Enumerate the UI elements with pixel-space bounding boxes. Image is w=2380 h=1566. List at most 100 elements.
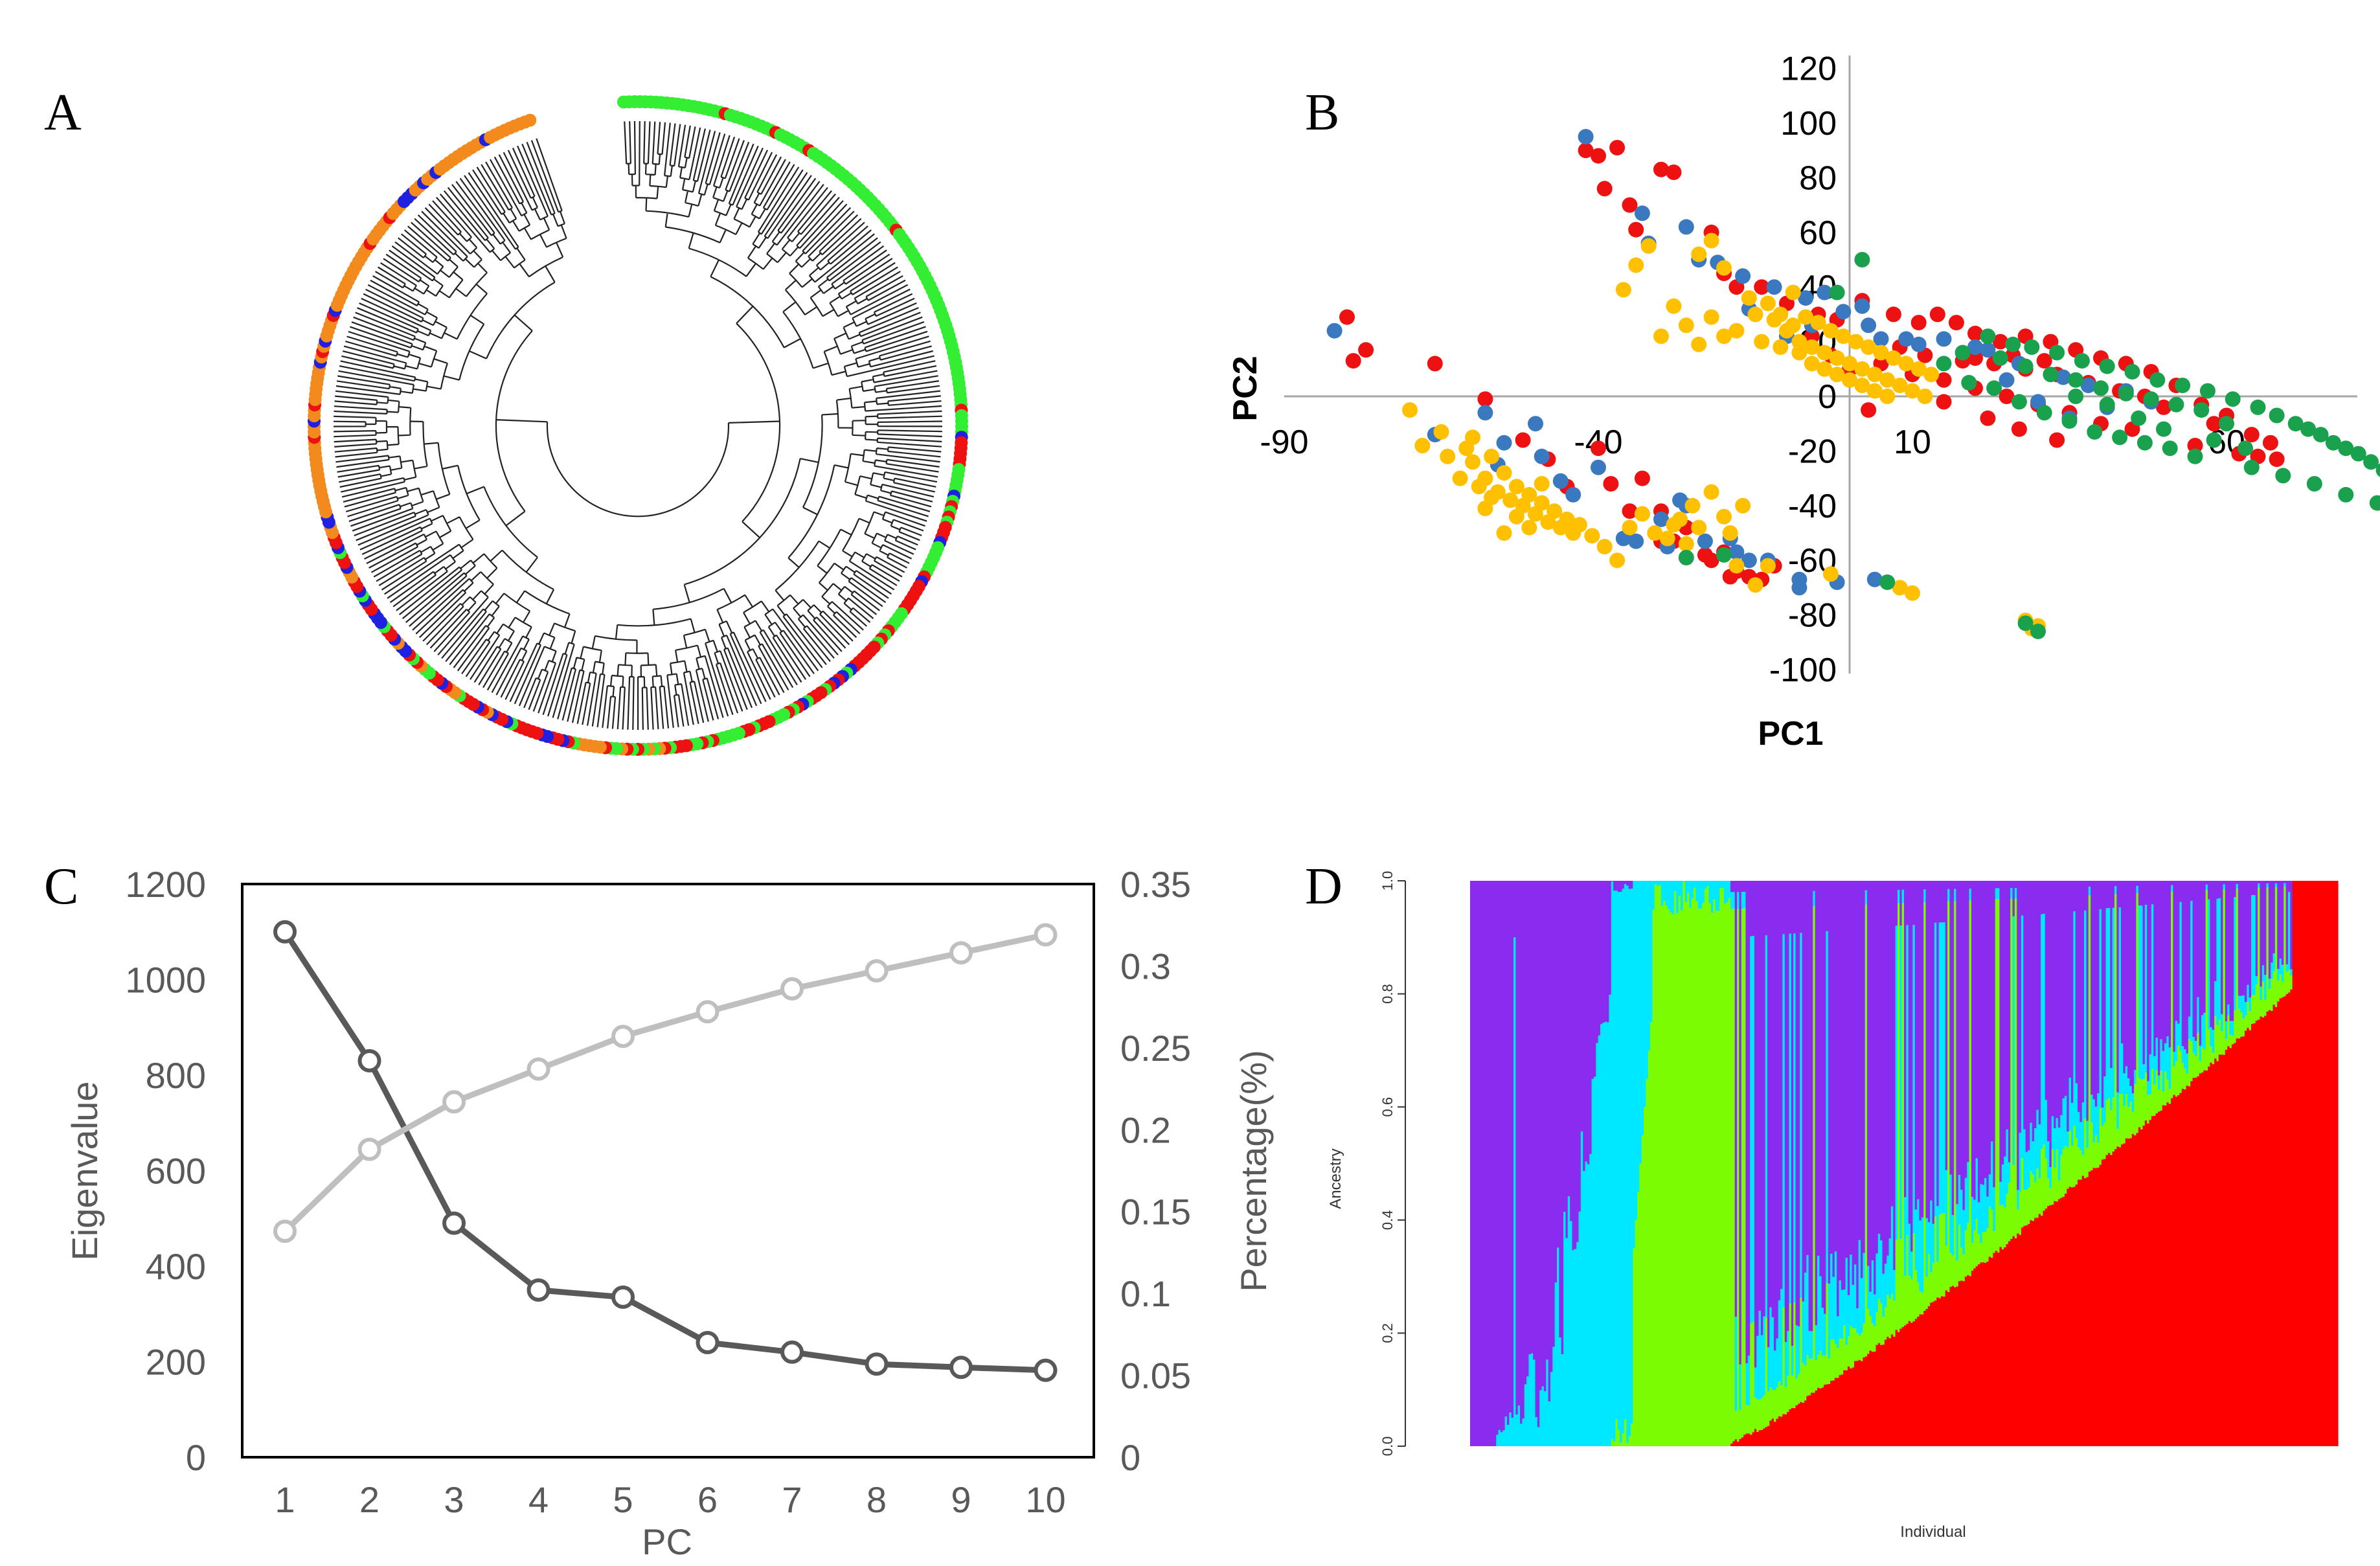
scatter-point-green [2175, 378, 2191, 394]
ancestry-bar-segment [2327, 881, 2330, 1446]
ancestry-bar-segment [1739, 1364, 1742, 1410]
ancestry-bar-segment [1964, 1230, 1967, 1277]
scatter-point-yellow [1534, 476, 1550, 492]
scatter-point-red [2036, 353, 2052, 369]
ancestry-bar-segment [2199, 1045, 2202, 1061]
ancestry-bar-segment [1824, 1355, 1826, 1385]
ancestry-bar-segment [1633, 1248, 1636, 1446]
ancestry-bar-segment [1815, 1325, 1818, 1361]
ancestry-bar-segment [1853, 1361, 1857, 1446]
ancestry-bar-segment [1745, 1433, 1749, 1446]
ancestry-bar-segment [1808, 1358, 1811, 1396]
ancestry-y-tick-label: 0.4 [1379, 1210, 1396, 1231]
scatter-point-green [2187, 448, 2203, 464]
ancestry-bar-segment [1984, 1178, 1987, 1232]
ancestry-bar-segment [2091, 1122, 2094, 1170]
ancestry-bar-segment [2160, 881, 2163, 1039]
panel-a-label: A [44, 84, 82, 141]
line-chart-frame [241, 883, 1095, 1458]
ancestry-bar-segment [2057, 1180, 2061, 1199]
ancestry-bar-segment [2188, 1039, 2191, 1087]
ancestry-bar-segment [2184, 881, 2187, 1050]
scatter-point-yellow [1842, 372, 1857, 388]
ancestry-bar-segment [2107, 1098, 2111, 1153]
ancestry-bar-segment [2173, 881, 2176, 1052]
ancestry-bar-segment [2094, 1135, 2098, 1168]
ancestry-bar-segment [2144, 881, 2148, 905]
ancestry-bar-segment [1743, 892, 1747, 909]
ancestry-bar-segment [2151, 1069, 2154, 1117]
ancestry-bar-segment [1899, 925, 1903, 1240]
ancestry-bar-segment [2091, 1170, 2094, 1446]
ancestry-bar-segment [1815, 1390, 1818, 1446]
ancestry-bar-segment [2056, 1149, 2059, 1202]
ancestry-bar-segment [2240, 995, 2243, 1013]
line-chart-left-tick-label: 0 [186, 1437, 206, 1478]
ancestry-bar-segment [1574, 881, 1577, 1249]
ancestry-bar-segment [1765, 881, 1768, 936]
ancestry-bar-segment [2272, 971, 2276, 1005]
scatter-y-tick-label: 80 [1799, 159, 1837, 197]
ancestry-bar-segment [1858, 1240, 1861, 1336]
ancestry-bar-segment [1943, 922, 1946, 1214]
ancestry-bar-segment [2242, 881, 2245, 995]
ancestry-bar-segment [1663, 900, 1666, 1446]
scatter-point-red [1515, 432, 1531, 448]
ancestry-bar-segment [2155, 1070, 2159, 1113]
ancestry-bar-segment [1776, 1418, 1779, 1446]
ancestry-bar-segment [1832, 1277, 1835, 1340]
ancestry-bar-segment [1797, 1403, 1800, 1446]
panel-b-label: B [1305, 84, 1339, 141]
ancestry-bar-segment [1626, 1442, 1629, 1446]
ancestry-bar-segment [1554, 1282, 1558, 1446]
scatter-point-yellow [1496, 525, 1512, 541]
scatter-point-yellow [1703, 309, 1719, 325]
ancestry-bar-segment [2188, 1086, 2191, 1446]
ancestry-bar-segment [2006, 1243, 2009, 1446]
ancestry-bar-segment [2272, 953, 2276, 971]
ancestry-bar-segment [2001, 1164, 2004, 1205]
ancestry-bar-segment [1789, 881, 1792, 934]
scatter-point-yellow [1521, 486, 1537, 503]
ancestry-bar-segment [2227, 881, 2230, 1004]
ancestry-bar-segment [1954, 889, 1956, 902]
ancestry-bar-segment [1858, 1359, 1861, 1446]
ancestry-bar-segment [1943, 881, 1946, 923]
ancestry-bar-segment [2205, 1070, 2208, 1446]
ancestry-bar-segment [2155, 1113, 2159, 1446]
ancestry-bar-segment [1813, 891, 1816, 907]
ancestry-bar-segment [1940, 881, 1944, 923]
ancestry-bar-segment [1956, 881, 1959, 1205]
ancestry-bar-segment [2101, 1126, 2104, 1160]
scatter-point-yellow [1559, 511, 1575, 527]
ancestry-bar-segment [1506, 1425, 1510, 1446]
ancestry-bar-segment [1676, 881, 1679, 914]
ancestry-bar-segment [2129, 1102, 2133, 1139]
ancestry-bar-segment [1853, 1264, 1857, 1329]
ancestry-bar-segment [1938, 1214, 1942, 1299]
scatter-point-yellow [1773, 339, 1789, 355]
ancestry-bar-segment [2284, 996, 2287, 1446]
ancestry-bar-segment [1986, 1261, 1989, 1446]
ancestry-bar-segment [1804, 1400, 1807, 1446]
ancestry-bar-segment [1982, 1232, 1985, 1262]
ancestry-bar-segment [1713, 899, 1716, 1446]
ancestry-bar-segment [1800, 1297, 1803, 1402]
ancestry-bar-segment [2205, 884, 2208, 891]
ancestry-bar-segment [2121, 1144, 2124, 1446]
ancestry-bar-segment [1871, 881, 1874, 1261]
ancestry-bar-segment [2157, 1075, 2160, 1090]
ancestry-bar-segment [2114, 894, 2117, 1150]
ancestry-bar-segment [1841, 881, 1844, 1290]
ancestry-bar-segment [1821, 1308, 1824, 1356]
ancestry-bar-segment [1548, 1401, 1551, 1446]
ancestry-bar-segment [1474, 881, 1477, 1446]
scatter-point-yellow [1640, 238, 1657, 254]
scatter-point-yellow [1791, 345, 1808, 361]
ancestry-bar-segment [1795, 1378, 1798, 1405]
scatter-point-green [2124, 364, 2140, 380]
line-marker-eigenvalue [949, 1356, 973, 1379]
ancestry-bar-segment [1526, 1376, 1530, 1446]
scatter-point-blue [1835, 304, 1852, 320]
ancestry-bar-segment [1880, 1345, 1883, 1446]
